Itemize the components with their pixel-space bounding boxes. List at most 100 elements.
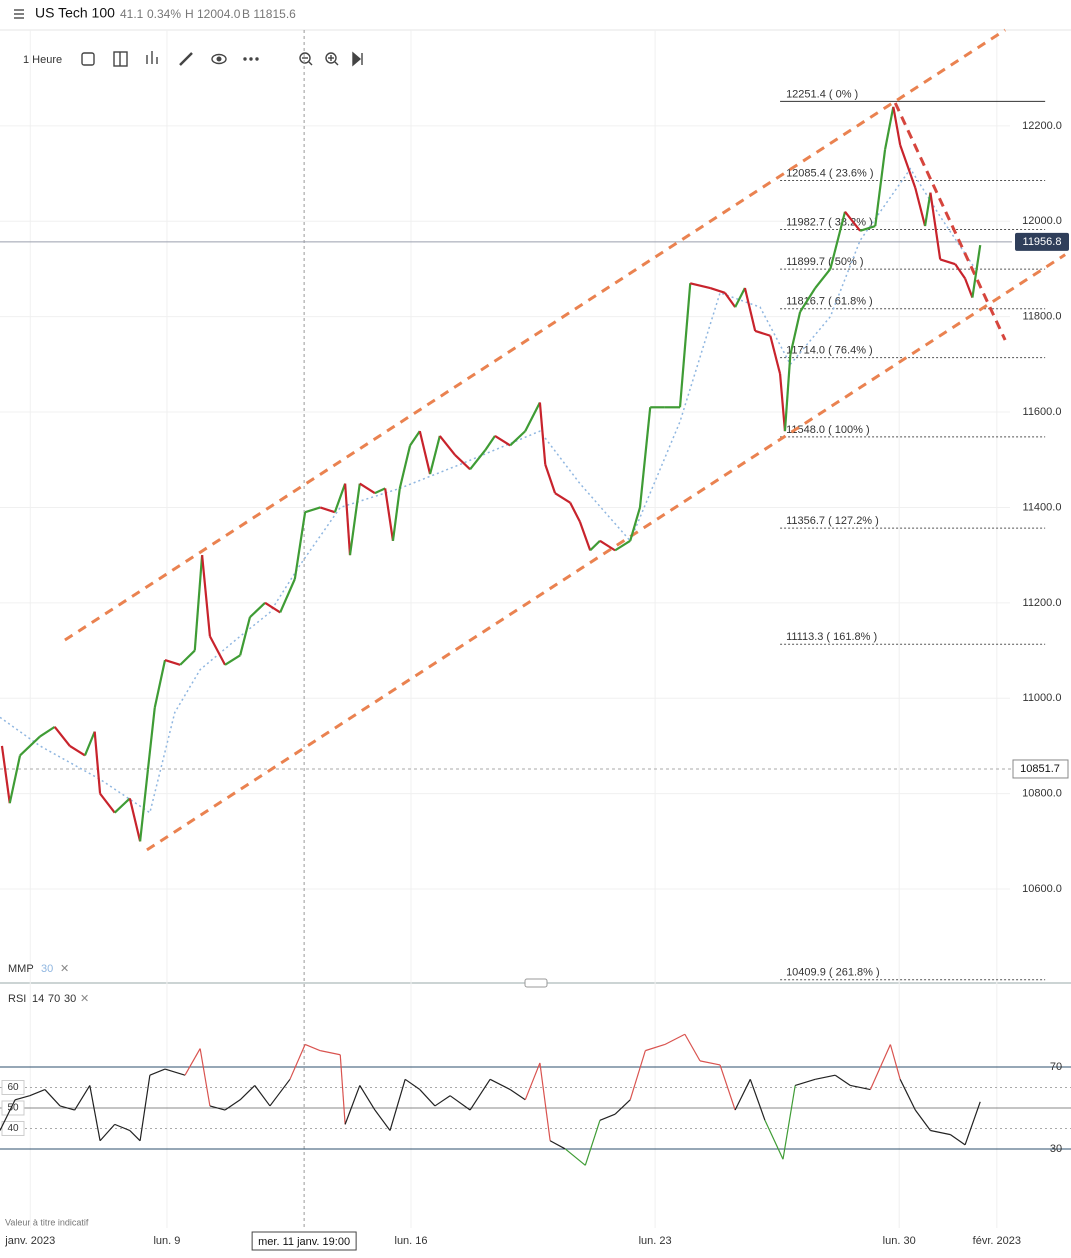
price-segment xyxy=(391,488,401,541)
price-segment xyxy=(418,430,432,475)
rsi-segment xyxy=(539,1062,551,1141)
price-segment xyxy=(398,445,412,489)
y-tick-label: 10800.0 xyxy=(1022,788,1062,800)
rsi-legend-name: RSI xyxy=(8,993,26,1005)
rsi-segment xyxy=(239,1085,256,1101)
rsi-segment xyxy=(224,1099,241,1111)
price-segment xyxy=(538,402,547,465)
high: H 12004.0 xyxy=(185,7,241,21)
y-tick-label: 11800.0 xyxy=(1023,311,1062,323)
price-segment xyxy=(304,506,321,514)
toolbar-icons[interactable] xyxy=(81,51,363,67)
rsi-guide-label: 60 xyxy=(7,1082,19,1093)
price-segment xyxy=(954,263,966,280)
rsi-guide-box xyxy=(1,1120,25,1136)
price-segment xyxy=(599,539,616,552)
rsi-segment xyxy=(29,1088,46,1097)
rsi-segment xyxy=(782,1085,796,1160)
rsi-segment xyxy=(749,1079,766,1121)
rsi-segment xyxy=(320,1050,341,1056)
ma-legend-period: 30 xyxy=(41,963,53,975)
rsi-legend-param: 70 xyxy=(48,993,60,1005)
change-pct: 0.34% xyxy=(147,7,181,21)
y-tick-label: 12200.0 xyxy=(1022,120,1062,132)
rsi-segment xyxy=(374,1109,391,1131)
rsi-level-label: 30 xyxy=(1050,1143,1062,1155)
price-segment xyxy=(743,287,757,332)
fib-level-label: 11816.7 ( 61.8% ) xyxy=(786,296,873,308)
price-segment xyxy=(139,769,150,842)
rsi-segment xyxy=(139,1075,151,1141)
price-segment xyxy=(829,211,847,270)
price-segment xyxy=(39,725,56,738)
marker-price-label: 10851.7 xyxy=(1020,763,1060,775)
price-segment xyxy=(789,311,802,356)
price-segment xyxy=(678,283,692,408)
rsi-segment xyxy=(734,1079,751,1111)
rsi-segment xyxy=(889,1044,901,1080)
rsi-segment xyxy=(359,1085,376,1111)
fib-level-label: 11899.7 ( 50% ) xyxy=(786,256,863,268)
price-segment xyxy=(614,539,631,552)
price-segment xyxy=(899,144,917,189)
price-segment xyxy=(859,224,876,232)
price-segment xyxy=(208,635,227,666)
rsi-segment xyxy=(254,1085,271,1107)
rsi-segment xyxy=(304,1043,321,1052)
rsi-segment xyxy=(199,1048,211,1107)
menu-icon[interactable] xyxy=(14,9,24,19)
price-segment xyxy=(874,149,887,227)
price-segment xyxy=(769,335,782,375)
price-segment xyxy=(778,373,787,432)
price-segment xyxy=(193,555,204,651)
price-segment xyxy=(69,745,86,757)
panel-resize-handle[interactable] xyxy=(524,978,548,988)
rsi-segment xyxy=(584,1120,601,1166)
price-segment xyxy=(844,211,861,232)
interval-button[interactable]: 1 Heure xyxy=(23,54,62,66)
rsi-segment xyxy=(434,1095,451,1107)
crosshair-label-box xyxy=(251,1231,357,1251)
price-segment xyxy=(724,292,737,308)
rsi-guide-label: 50 xyxy=(7,1103,19,1114)
trend-line xyxy=(893,102,1007,341)
ma-legend-close[interactable]: ✕ xyxy=(60,963,69,975)
price-segment xyxy=(783,354,792,432)
price-segment xyxy=(279,578,296,613)
moving-average-line xyxy=(0,167,976,814)
x-tick-label: lun. 30 xyxy=(883,1235,916,1247)
x-tick-label: lun. 23 xyxy=(639,1235,672,1247)
price-segment xyxy=(153,659,167,709)
price-segment xyxy=(201,555,212,637)
x-tick-label: lun. 9 xyxy=(153,1235,180,1247)
rsi-legend-close[interactable]: ✕ xyxy=(80,993,89,1005)
rsi-segment xyxy=(964,1101,981,1146)
price-segment xyxy=(333,483,347,513)
price-segment xyxy=(883,106,895,150)
rsi-segment xyxy=(899,1079,916,1111)
y-tick-label: 11600.0 xyxy=(1023,406,1062,418)
x-tick-label: lun. 16 xyxy=(395,1235,428,1247)
last-price-label: 11956.8 xyxy=(1023,236,1062,248)
price-segment xyxy=(709,286,726,294)
rsi-legend-param: 14 xyxy=(32,993,44,1005)
price-segment xyxy=(923,192,932,227)
crosshair-label: mer. 11 janv. 19:00 xyxy=(258,1236,350,1248)
price-segment xyxy=(239,616,252,656)
rsi-segment xyxy=(209,1105,226,1111)
rsi-segment xyxy=(524,1062,541,1101)
fib-level-label: 10409.9 ( 261.8% ) xyxy=(786,967,880,979)
price-segment xyxy=(53,726,71,747)
x-tick-label: févr. 2023 xyxy=(973,1235,1021,1247)
price-segment xyxy=(554,492,571,504)
rsi-segment xyxy=(469,1078,491,1111)
price-segment xyxy=(409,430,421,447)
price-segment xyxy=(544,464,557,494)
price-segment xyxy=(524,402,541,432)
fib-level-label: 12251.4 ( 0% ) xyxy=(786,88,858,100)
price-segment xyxy=(914,187,927,227)
y-tick-label: 11000.0 xyxy=(1023,692,1062,704)
price-segment xyxy=(374,487,386,495)
rsi-segment xyxy=(614,1099,631,1115)
rsi-segment xyxy=(74,1085,91,1111)
